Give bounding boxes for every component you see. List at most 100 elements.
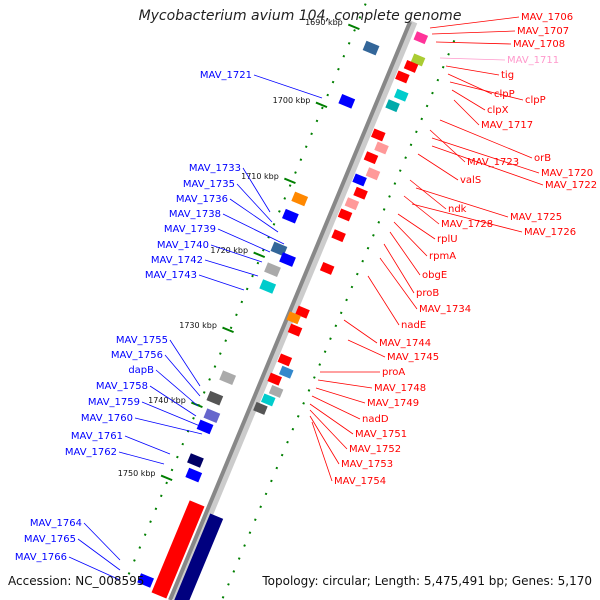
left-gene-label: dapB bbox=[128, 365, 154, 376]
right-leader-line bbox=[367, 275, 400, 326]
right-gene-label: MAV_1720 bbox=[541, 168, 593, 179]
right-leader-line bbox=[439, 57, 506, 61]
right-gene-label: orB bbox=[534, 153, 551, 164]
accession-text: Accession: NC_008595 bbox=[8, 574, 145, 588]
gene-feature bbox=[196, 419, 214, 435]
gene-feature bbox=[403, 59, 419, 73]
left-leader-line bbox=[155, 369, 199, 407]
right-leader-line bbox=[315, 387, 366, 404]
right-gene-label: MAV_1726 bbox=[524, 227, 576, 238]
right-gene-label: tig bbox=[501, 70, 514, 81]
right-gene-label: rplU bbox=[437, 234, 458, 245]
left-leader-line bbox=[222, 213, 285, 245]
gene-feature bbox=[260, 393, 276, 407]
right-leader-line bbox=[311, 395, 361, 420]
left-gene-label: MAV_1742 bbox=[151, 255, 203, 266]
left-gene-label: MAV_1738 bbox=[169, 209, 221, 220]
right-leader-line bbox=[415, 187, 509, 218]
right-gene-label: valS bbox=[460, 175, 481, 186]
left-gene-label: MAV_1755 bbox=[116, 335, 168, 346]
left-leader-line bbox=[242, 167, 271, 213]
gene-feature bbox=[206, 390, 224, 406]
left-gene-label: MAV_1743 bbox=[145, 270, 197, 281]
left-gene-label: MAV_1733 bbox=[189, 163, 241, 174]
gene-feature bbox=[395, 70, 410, 84]
tick-label: 1740 kbp bbox=[148, 396, 186, 405]
gene-feature bbox=[319, 261, 335, 275]
right-leader-line bbox=[417, 153, 459, 181]
right-gene-label: clpP bbox=[525, 95, 546, 106]
right-gene-label: nadD bbox=[362, 414, 389, 425]
right-leader-line bbox=[431, 137, 540, 174]
gene-feature bbox=[137, 573, 154, 588]
tick-mark bbox=[222, 326, 234, 334]
left-leader-line bbox=[68, 556, 121, 581]
gene-feature bbox=[344, 197, 360, 211]
right-gene-label: MAV_1734 bbox=[419, 304, 471, 315]
right-leader-line bbox=[393, 221, 428, 257]
right-gene-label: clpX bbox=[487, 105, 509, 116]
left-leader-line bbox=[164, 354, 201, 397]
right-gene-label: MAV_1754 bbox=[334, 476, 386, 487]
cds-bar-positive bbox=[174, 513, 224, 600]
left-gene-label: MAV_1760 bbox=[81, 413, 133, 424]
gene-feature bbox=[259, 279, 277, 294]
gene-feature bbox=[277, 353, 293, 367]
gene-feature bbox=[279, 252, 296, 267]
left-leader-line bbox=[118, 451, 165, 465]
left-gene-label: MAV_1761 bbox=[71, 431, 123, 442]
gene-feature bbox=[393, 88, 409, 102]
left-leader-line bbox=[134, 417, 203, 435]
gene-feature bbox=[352, 173, 367, 187]
left-leader-line bbox=[236, 183, 273, 223]
right-leader-line bbox=[403, 195, 440, 225]
tick-mark bbox=[160, 474, 173, 482]
right-gene-label: clpP bbox=[494, 89, 515, 100]
tick-mark bbox=[315, 101, 328, 109]
right-gene-label: ndk bbox=[448, 204, 467, 215]
gene-feature bbox=[287, 323, 303, 337]
tick-mark bbox=[253, 251, 266, 259]
right-gene-label: MAV_1723 bbox=[467, 157, 519, 168]
left-gene-label: MAV_1735 bbox=[183, 179, 235, 190]
right-gene-label: MAV_1707 bbox=[517, 26, 569, 37]
right-gene-label: MAV_1725 bbox=[510, 212, 562, 223]
gene-feature bbox=[185, 467, 203, 483]
tick-label: 1700 kbp bbox=[273, 96, 311, 105]
gene-feature bbox=[338, 93, 356, 109]
gene-feature bbox=[337, 208, 353, 222]
right-leader-line bbox=[379, 257, 418, 310]
cds-bar-negative bbox=[151, 500, 205, 599]
right-leader-line bbox=[411, 203, 523, 233]
right-leader-line bbox=[445, 65, 500, 76]
left-leader-line bbox=[141, 401, 201, 427]
left-gene-label: MAV_1721 bbox=[200, 70, 252, 81]
right-leader-line bbox=[309, 415, 340, 465]
gene-feature bbox=[278, 365, 294, 379]
gene-feature bbox=[203, 408, 221, 424]
left-leader-line bbox=[253, 74, 323, 99]
right-gene-label: MAV_1745 bbox=[387, 352, 439, 363]
right-leader-line bbox=[317, 379, 373, 389]
gene-feature bbox=[371, 128, 386, 142]
right-leader-line bbox=[439, 119, 533, 159]
gene-feature bbox=[264, 262, 281, 278]
right-leader-line bbox=[309, 403, 354, 435]
left-gene-label: MAV_1736 bbox=[176, 194, 228, 205]
left-gene-label: MAV_1756 bbox=[111, 350, 163, 361]
guide-track-right bbox=[124, 3, 367, 582]
right-gene-label: MAV_1751 bbox=[355, 429, 407, 440]
gene-feature bbox=[219, 370, 237, 386]
right-gene-label: MAV_1711 bbox=[507, 55, 559, 66]
right-gene-label: MAV_1706 bbox=[521, 12, 573, 23]
left-gene-label: MAV_1762 bbox=[65, 447, 117, 458]
gene-feature bbox=[365, 167, 381, 181]
gene-feature bbox=[363, 151, 379, 165]
backbone-shadow bbox=[170, 20, 418, 600]
backbone bbox=[168, 21, 412, 600]
tick-label: 1750 kbp bbox=[118, 469, 156, 478]
left-leader-line bbox=[198, 274, 245, 291]
right-gene-label: MAV_1744 bbox=[379, 338, 431, 349]
right-gene-label: MAV_1717 bbox=[481, 120, 533, 131]
right-gene-label: proA bbox=[382, 367, 405, 378]
